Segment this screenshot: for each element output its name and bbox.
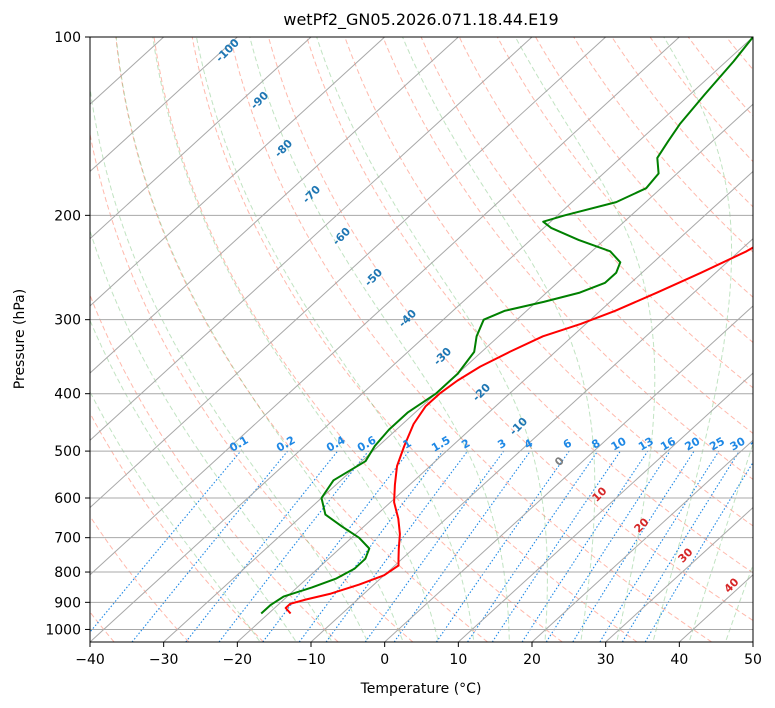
mixing-ratio-line: [644, 461, 753, 642]
y-tick-label: 300: [54, 313, 81, 329]
isotherm-line: [90, 37, 607, 509]
grid-lines: [90, 37, 753, 642]
chart-title: wetPf2_GN05.2026.071.18.44.E19: [283, 10, 558, 30]
y-axis-label: Pressure (hPa): [12, 289, 28, 389]
isotherm-line: [90, 37, 459, 374]
moist-adiabat: [195, 37, 475, 642]
isotherm-line: [90, 37, 533, 442]
y-tick-label: 700: [54, 531, 81, 547]
dry-adiabat: [268, 37, 753, 622]
x-tick-label: 10: [449, 652, 467, 668]
x-tick-label: 40: [670, 652, 688, 668]
dry-adiabat: [611, 37, 753, 208]
x-axis-label: Temperature (°C): [360, 681, 482, 697]
isotherm-line: [90, 37, 753, 642]
dry-adiabat: [535, 37, 753, 298]
isotherm-line: [236, 170, 753, 642]
profile-series: [260, 37, 753, 615]
mixing-ratio-line: [621, 450, 740, 642]
dry-adiabat: [344, 37, 753, 527]
moist-adiabat: [152, 37, 439, 642]
mixing-ratio-line: [218, 450, 369, 642]
dewpoint-profile: [260, 37, 753, 615]
isotherm-line: [310, 237, 753, 642]
mixing-ratio-line: [521, 450, 649, 642]
x-tick-label: −30: [149, 652, 179, 668]
x-tick-label: 50: [744, 652, 762, 668]
isotherm-line: [531, 439, 753, 642]
dry-adiabat: [115, 37, 488, 642]
dry-adiabat: [496, 37, 753, 344]
moist-adiabat: [514, 37, 656, 642]
x-tick-label: −20: [223, 652, 253, 668]
mixing-ratio-line: [435, 450, 570, 642]
y-tick-label: 100: [54, 30, 81, 46]
isotherm-line: [457, 372, 753, 642]
x-tick-label: 0: [380, 652, 389, 668]
moist-adiabat: [90, 390, 261, 642]
isotherm-line: [605, 506, 753, 642]
dry-adiabat: [229, 37, 712, 642]
mixing-ratio-line: [298, 450, 444, 642]
dry-adiabat: [90, 515, 190, 642]
mixing-ratio-line: [599, 450, 720, 642]
mixing-ratio-line: [491, 450, 621, 642]
x-tick-label: −40: [75, 652, 105, 668]
isotherm-line: [163, 103, 753, 642]
isotherm-line: [90, 37, 238, 173]
x-tick-label: −10: [296, 652, 326, 668]
moist-adiabat: [316, 37, 548, 642]
x-axis: −40 −30 −20 −10 0 10 20 30 40 50: [75, 642, 762, 668]
y-tick-label: 1000: [45, 622, 81, 638]
moist-adiabat: [652, 37, 733, 642]
plot-area: -100-90-80-70-60-50-40-30-20-10010203040…: [90, 37, 768, 642]
plot-frame: [89, 36, 754, 643]
moist-adiabat: [90, 84, 369, 642]
mixing-ratio-line: [572, 450, 695, 642]
isotherm-line: [384, 305, 753, 642]
mixing-ratio-line: [467, 450, 599, 642]
dry-adiabat: [191, 37, 638, 642]
y-tick-label: 800: [54, 565, 81, 581]
y-tick-label: 400: [54, 387, 81, 403]
moist-adiabat: [90, 229, 333, 642]
dry-adiabat: [90, 131, 414, 642]
y-tick-label: 500: [54, 444, 81, 460]
dry-adiabat: [90, 293, 339, 642]
moist-adiabat: [688, 441, 753, 642]
y-tick-label: 900: [54, 595, 81, 611]
isotherm-line: [90, 37, 680, 576]
dry-adiabat: [306, 37, 753, 574]
mixing-ratio-line: [325, 450, 468, 642]
y-tick-label: 600: [54, 491, 81, 507]
dry-adiabat: [382, 37, 753, 481]
isotherm-line: [90, 37, 386, 307]
isotherm-line: [90, 37, 312, 240]
mixing-ratio-label: 36: [748, 434, 768, 453]
mixing-ratio-line: [545, 450, 671, 642]
x-tick-label: 30: [597, 652, 615, 668]
mixing-ratio-line: [262, 450, 410, 642]
mixing-ratio-line: [185, 450, 339, 642]
dry-adiabat: [649, 37, 753, 163]
moist-adiabat: [249, 37, 510, 642]
mixing-ratio-line: [364, 450, 505, 642]
y-tick-label: 200: [54, 208, 81, 224]
moist-adiabat: [90, 319, 297, 642]
dry-adiabat: [458, 37, 753, 389]
y-axis: 100 200 300 400 500 600 700 800 900 1000: [45, 30, 90, 638]
x-tick-label: 20: [523, 652, 541, 668]
temperature-profile: [284, 246, 753, 615]
